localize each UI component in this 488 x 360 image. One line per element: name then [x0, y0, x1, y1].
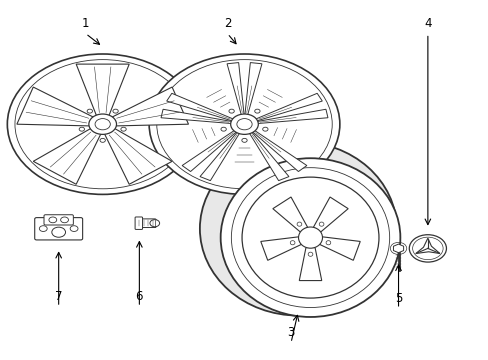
Polygon shape [272, 197, 307, 232]
Circle shape [221, 127, 226, 131]
Circle shape [61, 217, 68, 223]
Circle shape [412, 237, 442, 260]
Ellipse shape [325, 241, 330, 245]
Circle shape [228, 109, 234, 113]
Circle shape [39, 226, 47, 231]
Polygon shape [252, 131, 306, 171]
Text: 1: 1 [81, 17, 89, 30]
Polygon shape [226, 63, 244, 115]
Ellipse shape [242, 177, 378, 298]
Circle shape [87, 109, 92, 113]
Circle shape [100, 138, 105, 142]
Polygon shape [112, 87, 188, 126]
Ellipse shape [307, 252, 312, 256]
Polygon shape [299, 248, 321, 280]
Circle shape [95, 118, 110, 130]
FancyBboxPatch shape [35, 217, 82, 240]
Circle shape [70, 226, 78, 231]
Polygon shape [161, 109, 231, 123]
Polygon shape [393, 244, 403, 253]
Polygon shape [104, 129, 172, 184]
Text: 6: 6 [135, 291, 143, 303]
Polygon shape [313, 197, 347, 232]
Polygon shape [182, 131, 236, 171]
Circle shape [79, 127, 84, 131]
Text: 7: 7 [55, 291, 62, 303]
Polygon shape [319, 237, 360, 260]
Polygon shape [166, 93, 233, 121]
Circle shape [49, 217, 57, 223]
Circle shape [7, 54, 198, 194]
Polygon shape [76, 64, 129, 116]
Circle shape [230, 114, 258, 134]
Ellipse shape [231, 168, 389, 307]
Text: 2: 2 [223, 17, 231, 30]
Circle shape [89, 114, 116, 134]
Ellipse shape [319, 222, 323, 226]
Circle shape [236, 118, 252, 130]
Circle shape [157, 60, 331, 189]
Circle shape [52, 227, 65, 237]
Ellipse shape [200, 142, 396, 315]
Circle shape [254, 109, 260, 113]
Circle shape [113, 109, 118, 113]
Circle shape [408, 235, 446, 262]
Polygon shape [33, 129, 101, 184]
Ellipse shape [297, 222, 301, 226]
Text: 4: 4 [423, 17, 431, 30]
FancyBboxPatch shape [44, 215, 73, 225]
Polygon shape [244, 63, 262, 115]
Circle shape [242, 138, 246, 142]
Text: 3: 3 [286, 327, 294, 339]
Polygon shape [255, 93, 322, 121]
Ellipse shape [220, 158, 400, 317]
Circle shape [121, 127, 126, 131]
Polygon shape [17, 87, 93, 126]
Polygon shape [257, 109, 327, 123]
Polygon shape [200, 132, 239, 181]
FancyBboxPatch shape [135, 219, 156, 228]
Circle shape [149, 54, 339, 194]
Circle shape [262, 127, 267, 131]
FancyBboxPatch shape [135, 217, 142, 229]
Polygon shape [260, 237, 301, 260]
Circle shape [150, 220, 159, 227]
Text: 5: 5 [394, 292, 402, 305]
Ellipse shape [298, 227, 322, 248]
Ellipse shape [290, 241, 294, 245]
Polygon shape [249, 132, 288, 181]
Circle shape [15, 60, 190, 189]
